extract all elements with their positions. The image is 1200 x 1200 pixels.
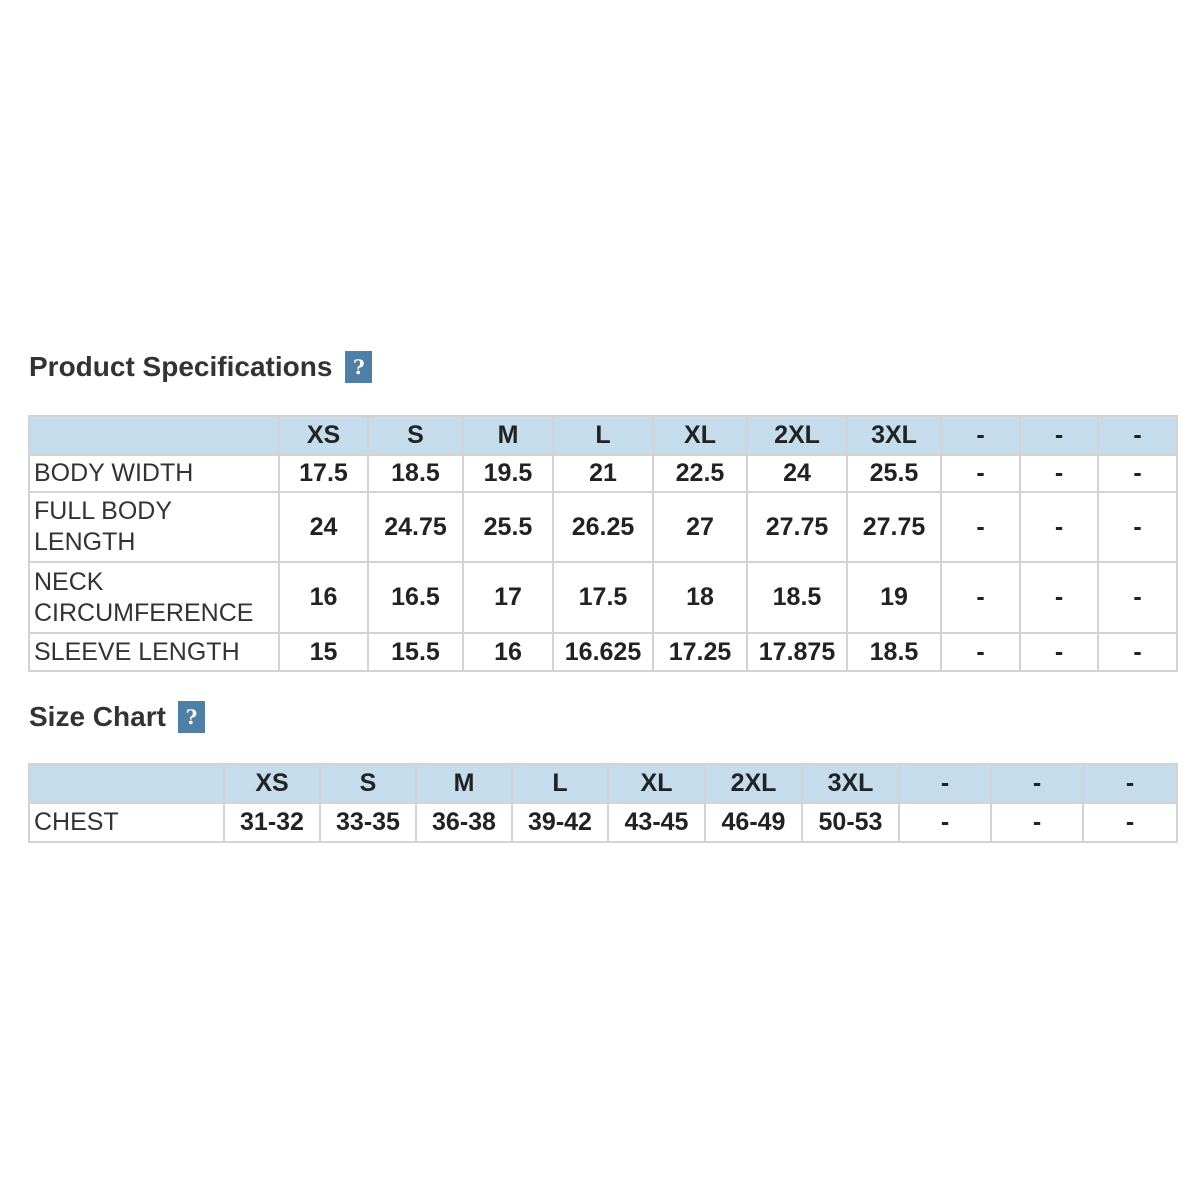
header-cell-m: M xyxy=(415,763,513,804)
table-cell: - xyxy=(990,802,1084,843)
table-cell: 31-32 xyxy=(223,802,321,843)
header-cell-2xl: 2XL xyxy=(746,415,848,456)
table-row: CHEST 31-32 33-35 36-38 39-42 43-45 46-4… xyxy=(28,802,1178,843)
table-row: FULL BODY LENGTH 24 24.75 25.5 26.25 27 … xyxy=(28,491,1178,563)
table-cell: 26.25 xyxy=(552,491,654,563)
table-row: BODY WIDTH 17.5 18.5 19.5 21 22.5 24 25.… xyxy=(28,454,1178,493)
table-cell: 15 xyxy=(278,632,369,672)
header-cell-blank: - xyxy=(1019,415,1099,456)
help-icon[interactable]: ? xyxy=(345,351,373,383)
row-label-sleeve-length: SLEEVE LENGTH xyxy=(28,632,280,672)
table-cell: 24 xyxy=(746,454,848,493)
specifications-table: XS S M L XL 2XL 3XL - - - BODY WIDTH 17.… xyxy=(28,415,1178,672)
table-header-row: XS S M L XL 2XL 3XL - - - xyxy=(28,763,1178,804)
header-cell-xs: XS xyxy=(278,415,369,456)
table-cell: 33-35 xyxy=(319,802,417,843)
table-cell: 50-53 xyxy=(801,802,900,843)
header-cell-empty xyxy=(28,415,280,456)
table-cell: 46-49 xyxy=(704,802,803,843)
table-cell: 27.75 xyxy=(846,491,942,563)
table-cell: 25.5 xyxy=(462,491,554,563)
header-cell-s: S xyxy=(319,763,417,804)
header-cell-blank: - xyxy=(1082,763,1178,804)
help-icon[interactable]: ? xyxy=(177,701,205,733)
table-cell: 16.625 xyxy=(552,632,654,672)
row-label-full-body-length: FULL BODY LENGTH xyxy=(28,491,280,563)
header-cell-xl: XL xyxy=(652,415,748,456)
row-label-neck-circumference: NECK CIRCUMFERENCE xyxy=(28,561,280,634)
row-label-chest: CHEST xyxy=(28,802,225,843)
table-cell: 24 xyxy=(278,491,369,563)
header-cell-blank: - xyxy=(898,763,992,804)
table-cell: 16 xyxy=(462,632,554,672)
header-cell-blank: - xyxy=(990,763,1084,804)
table-cell: 25.5 xyxy=(846,454,942,493)
table-cell: - xyxy=(1019,561,1099,634)
header-cell-blank: - xyxy=(1097,415,1178,456)
row-label-body-width: BODY WIDTH xyxy=(28,454,280,493)
table-cell: - xyxy=(1097,491,1178,563)
table-cell: 17.25 xyxy=(652,632,748,672)
header-cell-xl: XL xyxy=(607,763,706,804)
table-cell: 15.5 xyxy=(367,632,464,672)
table-cell: - xyxy=(1097,561,1178,634)
table-cell: 39-42 xyxy=(511,802,609,843)
table-cell: 17.875 xyxy=(746,632,848,672)
header-cell-3xl: 3XL xyxy=(846,415,942,456)
table-cell: 18.5 xyxy=(367,454,464,493)
header-cell-s: S xyxy=(367,415,464,456)
table-cell: 22.5 xyxy=(652,454,748,493)
header-cell-xs: XS xyxy=(223,763,321,804)
table-cell: 17.5 xyxy=(278,454,369,493)
table-cell: - xyxy=(1097,454,1178,493)
size-chart-table: XS S M L XL 2XL 3XL - - - CHEST 31-32 33… xyxy=(28,763,1178,843)
header-cell-blank: - xyxy=(940,415,1021,456)
header-cell-m: M xyxy=(462,415,554,456)
table-cell: 43-45 xyxy=(607,802,706,843)
table-cell: 36-38 xyxy=(415,802,513,843)
table-cell: 24.75 xyxy=(367,491,464,563)
table-cell: 19.5 xyxy=(462,454,554,493)
size-chart-title: Size Chart xyxy=(29,701,166,732)
table-cell: - xyxy=(940,491,1021,563)
table-header-row: XS S M L XL 2XL 3XL - - - xyxy=(28,415,1178,456)
table-row: NECK CIRCUMFERENCE 16 16.5 17 17.5 18 18… xyxy=(28,561,1178,634)
table-cell: 27 xyxy=(652,491,748,563)
header-cell-l: L xyxy=(552,415,654,456)
table-cell: 19 xyxy=(846,561,942,634)
table-cell: - xyxy=(898,802,992,843)
table-cell: 18.5 xyxy=(846,632,942,672)
table-cell: 16 xyxy=(278,561,369,634)
header-cell-empty xyxy=(28,763,225,804)
table-cell: 27.75 xyxy=(746,491,848,563)
header-cell-3xl: 3XL xyxy=(801,763,900,804)
table-cell: 18 xyxy=(652,561,748,634)
table-cell: 18.5 xyxy=(746,561,848,634)
table-cell: - xyxy=(1097,632,1178,672)
table-cell: - xyxy=(940,561,1021,634)
size-chart-heading: Size Chart ? xyxy=(29,701,205,733)
table-cell: 16.5 xyxy=(367,561,464,634)
specifications-heading: Product Specifications ? xyxy=(29,351,373,383)
table-cell: - xyxy=(1019,491,1099,563)
table-cell: 17 xyxy=(462,561,554,634)
specifications-title: Product Specifications xyxy=(29,351,333,382)
table-cell: 17.5 xyxy=(552,561,654,634)
header-cell-l: L xyxy=(511,763,609,804)
table-cell: - xyxy=(1082,802,1178,843)
table-cell: 21 xyxy=(552,454,654,493)
table-row: SLEEVE LENGTH 15 15.5 16 16.625 17.25 17… xyxy=(28,632,1178,672)
header-cell-2xl: 2XL xyxy=(704,763,803,804)
table-cell: - xyxy=(940,454,1021,493)
table-cell: - xyxy=(940,632,1021,672)
table-cell: - xyxy=(1019,454,1099,493)
table-cell: - xyxy=(1019,632,1099,672)
